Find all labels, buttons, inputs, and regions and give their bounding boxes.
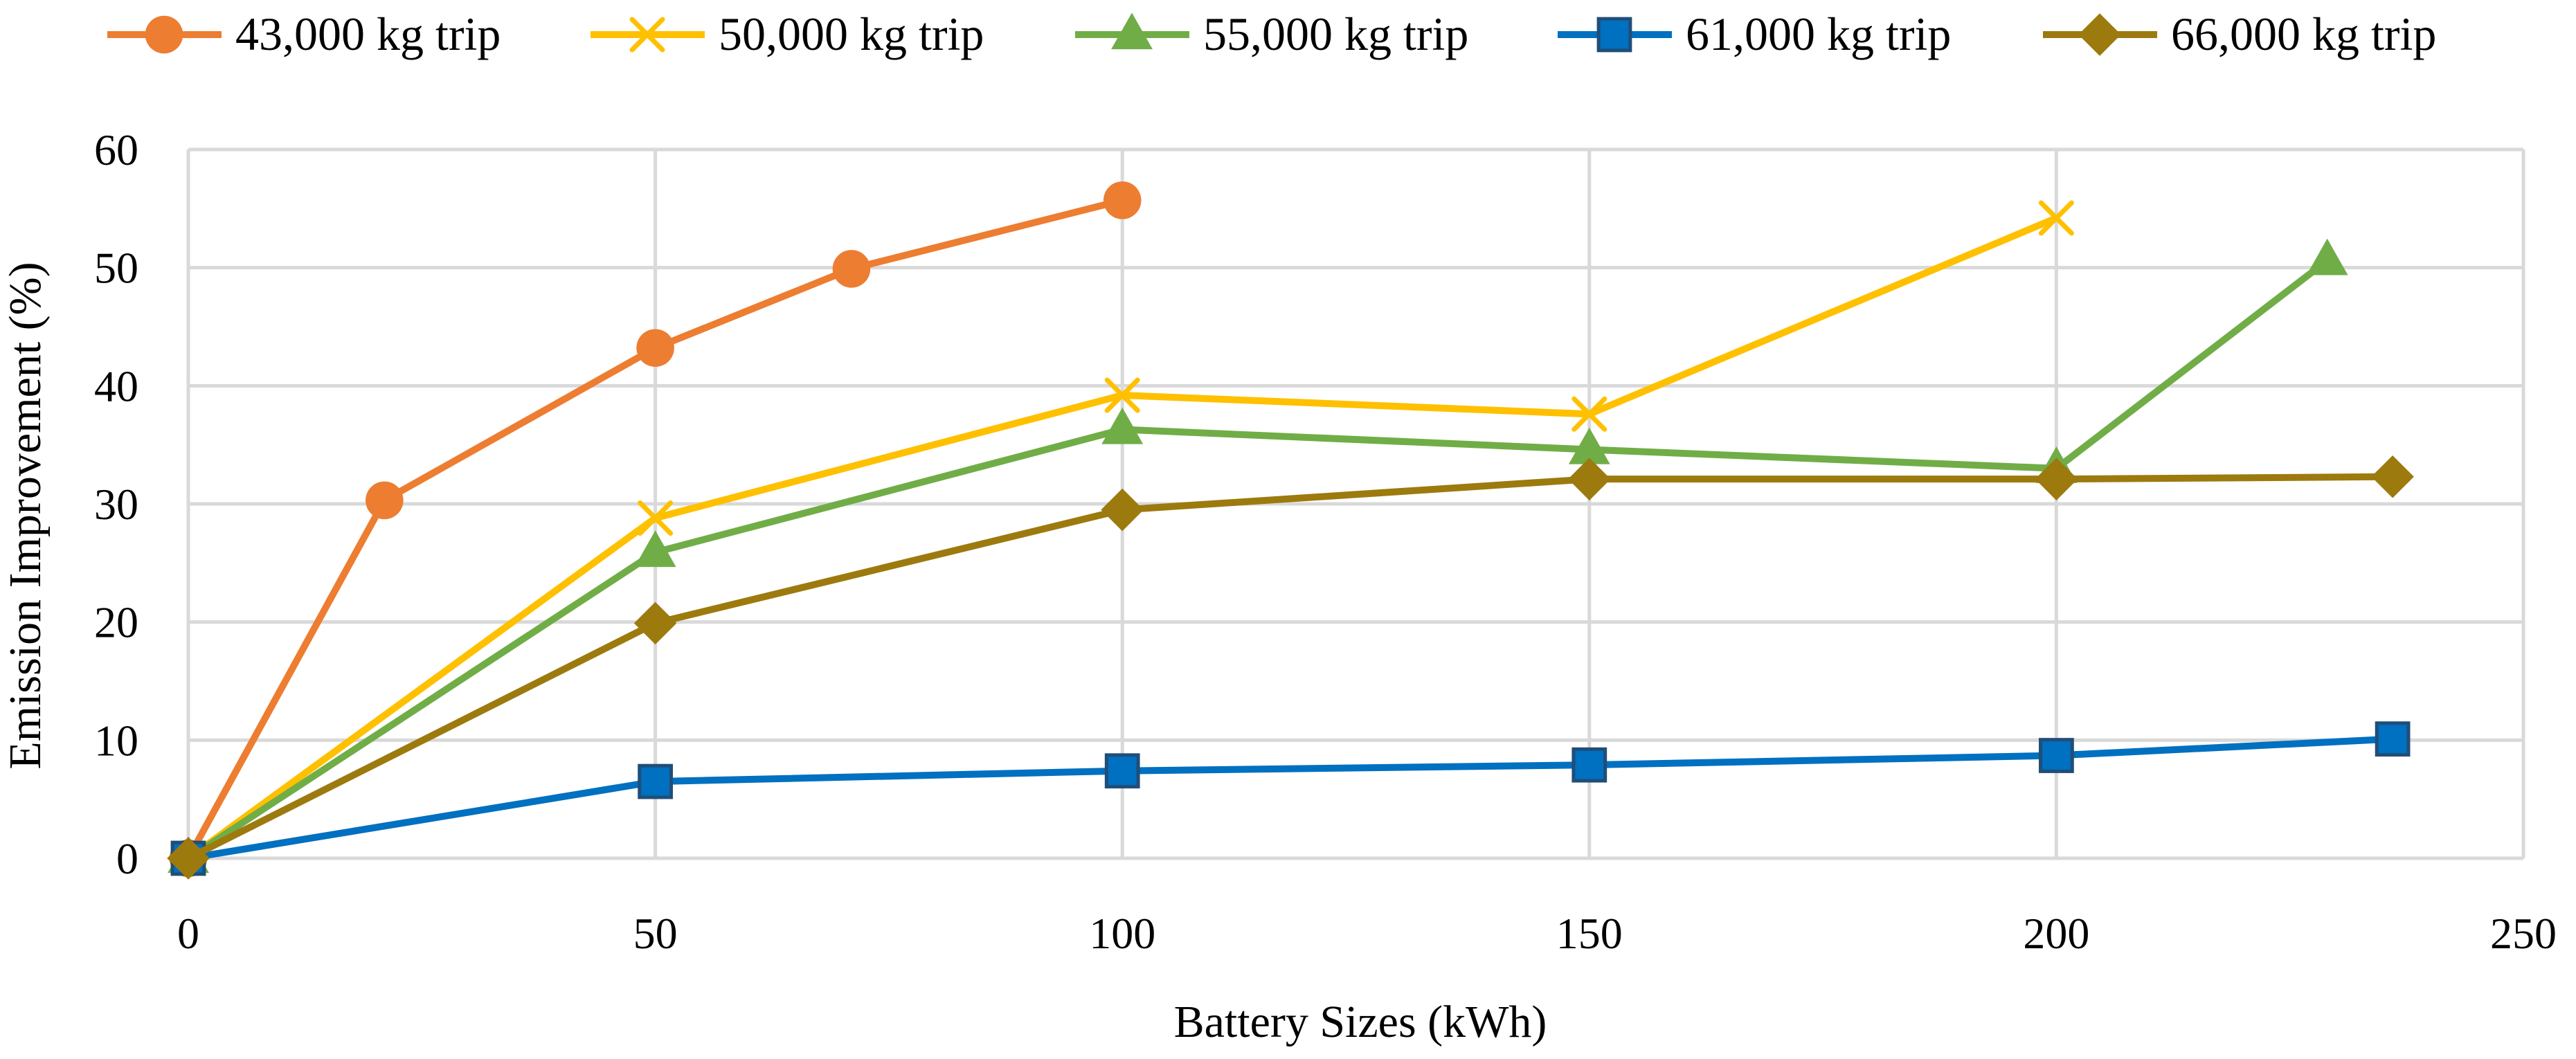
x-axis-title: Battery Sizes (kWh) [1174, 997, 1547, 1047]
data-point-61-000-kg-trip-2 [1104, 753, 1140, 789]
y-tick-label: 30 [94, 480, 138, 529]
series-61-000-kg-trip [170, 721, 2411, 876]
x-axis-ticks: 0 50 100 150 200 250 [177, 909, 2557, 958]
x-tick-label: 200 [2023, 909, 2089, 958]
data-point-43-000-kg-trip-1 [366, 481, 404, 520]
x-tick-label: 100 [1089, 909, 1155, 958]
x-tick-label: 50 [633, 909, 678, 958]
legend-label-55-000-kg-trip: 55,000 kg trip [1203, 8, 1468, 60]
legend-marker-61-000-kg-trip [1596, 17, 1632, 53]
data-point-66-000-kg-trip-1 [633, 601, 677, 645]
legend: 43,000 kg trip 50,000 kg trip 55,000 kg tr… [107, 8, 2436, 60]
data-point-55-000-kg-trip-1 [634, 530, 676, 568]
data-point-61-000-kg-trip-4 [2039, 738, 2074, 773]
data-point-50-000-kg-trip-3 [1571, 396, 1607, 432]
series-55-000-kg-trip [168, 238, 2348, 874]
legend-entry-50-000-kg-trip: 50,000 kg trip [591, 8, 984, 60]
legend-entry-61-000-kg-trip: 61,000 kg trip [1558, 8, 1951, 60]
legend-marker-50-000-kg-trip [629, 17, 665, 53]
y-axis-title: Emission Improvement (%) [0, 262, 51, 769]
data-point-43-000-kg-trip-4 [1103, 181, 1142, 219]
x-tick-label: 150 [1556, 909, 1623, 958]
data-point-50-000-kg-trip-1 [638, 500, 674, 536]
data-point-61-000-kg-trip-5 [2375, 721, 2411, 757]
legend-label-66-000-kg-trip: 66,000 kg trip [2171, 8, 2436, 60]
grid [186, 147, 2525, 860]
data-point-50-000-kg-trip-2 [1104, 377, 1140, 413]
data-point-61-000-kg-trip-1 [638, 763, 673, 799]
series-66-000-kg-trip [167, 455, 2414, 880]
data-point-55-000-kg-trip-5 [2306, 238, 2348, 275]
legend-marker-43-000-kg-trip [145, 15, 183, 54]
x-tick-label: 250 [2490, 909, 2557, 958]
legend-label-43-000-kg-trip: 43,000 kg trip [235, 8, 501, 60]
y-tick-label: 50 [94, 244, 138, 293]
data-point-43-000-kg-trip-2 [636, 329, 674, 367]
data-point-50-000-kg-trip-4 [2038, 200, 2074, 236]
y-tick-label: 40 [94, 361, 138, 410]
series-line-66-000-kg-trip [185, 473, 2397, 862]
data-point-66-000-kg-trip-0 [167, 837, 210, 880]
y-tick-label: 20 [94, 598, 138, 647]
legend-entry-55-000-kg-trip: 55,000 kg trip [1075, 8, 1468, 60]
data-point-43-000-kg-trip-3 [832, 250, 871, 288]
series-line-55-000-kg-trip [185, 257, 2331, 862]
y-tick-label: 0 [116, 834, 138, 883]
data-point-61-000-kg-trip-3 [1571, 747, 1607, 783]
series-group [167, 181, 2414, 880]
data-point-66-000-kg-trip-3 [1568, 458, 1611, 500]
y-axis-ticks: 0 10 20 30 40 50 60 [94, 125, 138, 883]
legend-entry-43-000-kg-trip: 43,000 kg trip [107, 8, 501, 60]
series-line-61-000-kg-trip [185, 735, 2397, 862]
data-point-66-000-kg-trip-5 [2371, 455, 2414, 498]
data-point-55-000-kg-trip-3 [1568, 427, 1610, 464]
legend-entry-66-000-kg-trip: 66,000 kg trip [2043, 8, 2436, 60]
data-point-55-000-kg-trip-2 [1101, 407, 1144, 444]
x-tick-label: 0 [177, 909, 199, 958]
legend-label-61-000-kg-trip: 61,000 kg trip [1686, 8, 1951, 60]
data-point-66-000-kg-trip-4 [2035, 458, 2078, 500]
legend-marker-66-000-kg-trip [2078, 13, 2121, 56]
y-tick-label: 10 [94, 716, 138, 765]
legend-label-50-000-kg-trip: 50,000 kg trip [719, 8, 984, 60]
legend-marker-55-000-kg-trip [1111, 12, 1153, 50]
data-point-66-000-kg-trip-2 [1101, 488, 1144, 532]
y-tick-label: 60 [94, 125, 138, 174]
